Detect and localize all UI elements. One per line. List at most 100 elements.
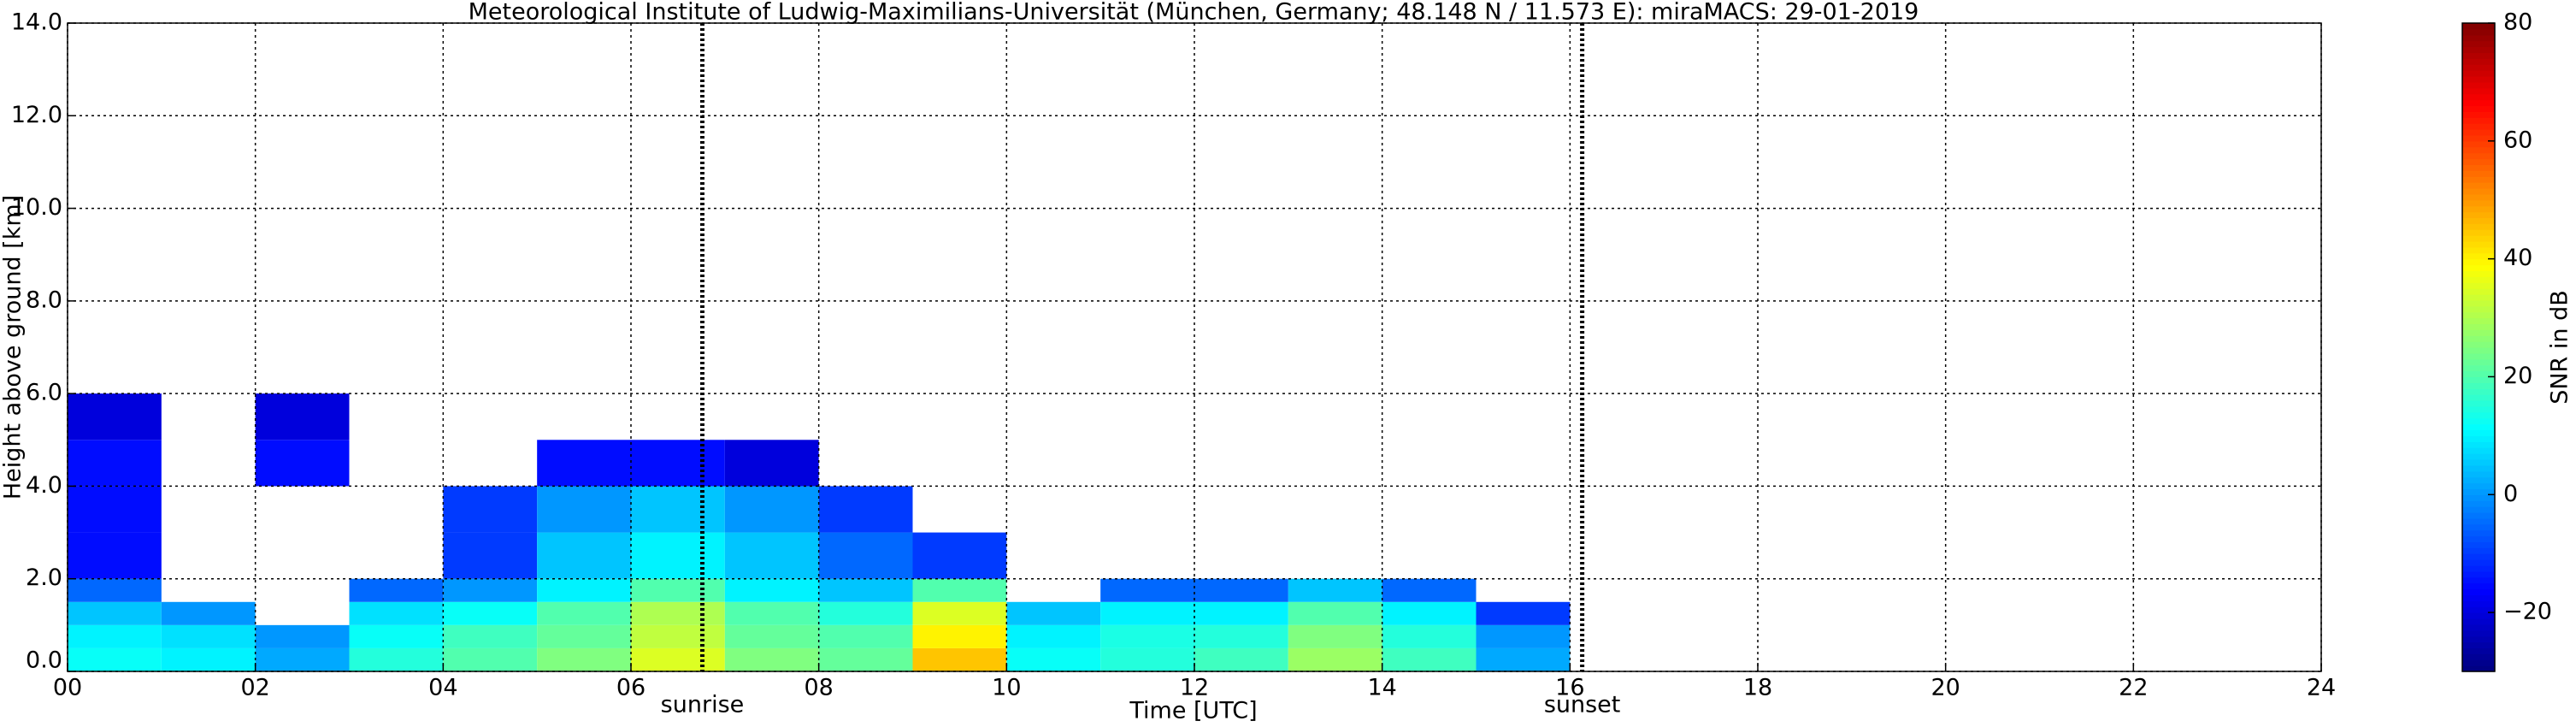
echo-cell — [1006, 601, 1101, 625]
echo-cell — [68, 486, 162, 533]
x-tick-label: 24 — [2307, 675, 2336, 701]
echo-cell — [1382, 601, 1477, 625]
colorbar-swatch — [2462, 635, 2495, 643]
echo-cell — [1382, 578, 1477, 602]
x-tick-label: 10 — [992, 675, 1021, 701]
echo-cell — [443, 532, 538, 579]
colorbar-swatch — [2462, 52, 2495, 59]
x-tick-label: 12 — [1180, 675, 1209, 701]
colorbar-swatch — [2462, 129, 2495, 136]
colorbar-swatch — [2462, 246, 2495, 254]
x-tick-label: 00 — [53, 675, 82, 701]
colorbar-swatch — [2462, 417, 2495, 425]
colorbar-tick-label: 60 — [2503, 127, 2532, 153]
echo-cell — [537, 647, 631, 671]
colorbar-swatch — [2462, 535, 2495, 542]
colorbar-swatch — [2462, 199, 2495, 207]
colorbar-swatch — [2462, 618, 2495, 625]
colorbar-swatch — [2462, 164, 2495, 171]
echo-cell — [537, 601, 631, 625]
colorbar-swatch — [2462, 64, 2495, 71]
colorbar-swatch — [2462, 99, 2495, 107]
colorbar-swatch — [2462, 476, 2495, 484]
colorbar-swatch — [2462, 276, 2495, 283]
colorbar-swatch — [2462, 258, 2495, 266]
colorbar-swatch — [2462, 641, 2495, 649]
colorbar-swatch — [2462, 34, 2495, 42]
colorbar-swatch — [2462, 229, 2495, 236]
colorbar-swatch — [2462, 647, 2495, 654]
echo-cell — [349, 601, 444, 625]
chart-title: Meteorological Institute of Ludwig-Maxim… — [469, 0, 1919, 26]
colorbar-swatch — [2462, 152, 2495, 160]
echo-cell — [1100, 601, 1194, 625]
colorbar-swatch — [2462, 405, 2495, 413]
colorbar-swatch — [2462, 394, 2495, 401]
colorbar-swatch — [2462, 146, 2495, 154]
colorbar-swatch — [2462, 588, 2495, 596]
x-axis-label: Time [UTC] — [1129, 698, 1257, 724]
echo-cell — [1194, 647, 1288, 671]
echo-cell — [724, 601, 819, 625]
echo-cell — [537, 578, 631, 602]
echo-cell — [255, 393, 350, 440]
colorbar-swatch — [2462, 46, 2495, 54]
echo-cell — [537, 624, 631, 648]
colorbar-swatch — [2462, 335, 2495, 342]
colorbar-tick-label: 40 — [2503, 245, 2532, 271]
echo-cell — [912, 647, 1007, 671]
colorbar-swatch — [2462, 388, 2495, 395]
echo-cell — [631, 601, 725, 625]
colorbar-swatch — [2462, 58, 2495, 65]
colorbar-tick-label: −20 — [2503, 599, 2552, 625]
echo-cell — [1100, 624, 1194, 648]
colorbar-swatch — [2462, 494, 2495, 501]
colorbar-swatch — [2462, 111, 2495, 118]
colorbar-swatch — [2462, 264, 2495, 272]
colorbar-swatch — [2462, 23, 2495, 30]
colorbar-swatch — [2462, 624, 2495, 631]
echo-cell — [631, 440, 725, 487]
colorbar-swatch — [2462, 411, 2495, 419]
colorbar-swatch — [2462, 400, 2495, 407]
echo-cell — [255, 647, 350, 671]
y-tick-label: 0.0 — [26, 647, 62, 674]
echo-cell — [912, 624, 1007, 648]
echo-cell — [255, 624, 350, 648]
colorbar-swatch — [2462, 170, 2495, 177]
colorbar-swatch — [2462, 564, 2495, 572]
colorbar-swatch — [2462, 570, 2495, 578]
colorbar-swatch — [2462, 123, 2495, 130]
colorbar-swatch — [2462, 612, 2495, 619]
echo-cell — [818, 486, 913, 533]
x-tick-label: 04 — [428, 675, 457, 701]
colorbar-swatch — [2462, 458, 2495, 466]
echo-cell — [818, 624, 913, 648]
echo-cell — [631, 486, 725, 533]
colorbar-swatch — [2462, 223, 2495, 230]
colorbar-swatch — [2462, 134, 2495, 142]
colorbar-swatch — [2462, 370, 2495, 378]
colorbar-swatch — [2462, 305, 2495, 313]
x-tick-label: 18 — [1743, 675, 1772, 701]
colorbar-swatch — [2462, 105, 2495, 112]
echo-cell — [443, 578, 538, 602]
echo-cell — [1194, 624, 1288, 648]
colorbar-tick-label: 0 — [2503, 481, 2518, 507]
colorbar-swatch — [2462, 187, 2495, 195]
sun-label: sunrise — [661, 692, 745, 718]
echo-cell — [1006, 624, 1101, 648]
colorbar-swatch — [2462, 441, 2495, 448]
echo-cell — [1476, 601, 1571, 625]
colorbar-swatch — [2462, 117, 2495, 124]
echo-cell — [68, 440, 162, 487]
sun-label: sunset — [1544, 692, 1621, 718]
colorbar-swatch — [2462, 193, 2495, 201]
colorbar-swatch — [2462, 488, 2495, 495]
x-tick-label: 02 — [240, 675, 269, 701]
y-axis-label: Height above ground [km] — [0, 195, 27, 499]
x-tick-label: 20 — [1931, 675, 1960, 701]
colorbar-swatch — [2462, 205, 2495, 213]
colorbar-swatch — [2462, 282, 2495, 289]
colorbar-swatch — [2462, 435, 2495, 442]
